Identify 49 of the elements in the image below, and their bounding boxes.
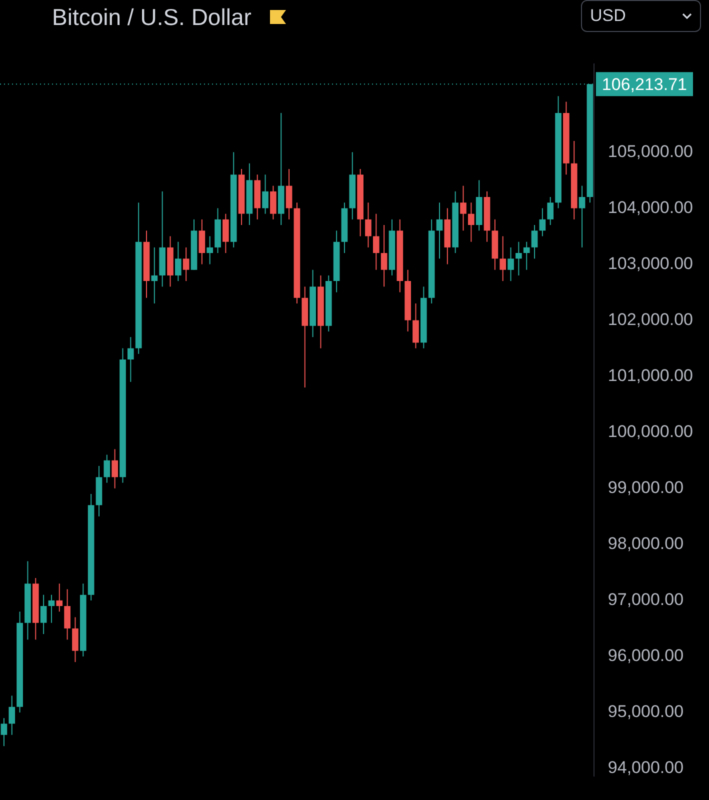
candlestick — [112, 448, 118, 489]
candlestick — [547, 196, 554, 226]
candlestick — [539, 208, 546, 237]
y-tick-label: 104,000.00 — [608, 198, 694, 217]
candlestick — [468, 202, 474, 242]
candlestick — [365, 202, 372, 248]
y-tick-label: 94,000.00 — [608, 758, 684, 778]
candlestick — [286, 168, 292, 220]
y-tick-label: 99,000.00 — [608, 478, 684, 498]
ref-line-label: 106,213.71 — [602, 74, 688, 94]
candlestick — [56, 583, 63, 612]
candlestick — [0, 718, 8, 747]
candlestick — [48, 594, 55, 624]
candlestick — [516, 241, 522, 276]
candlestick — [222, 213, 229, 254]
candlestick — [182, 246, 190, 282]
candlestick — [523, 241, 530, 270]
currency-dropdown: USD — [581, 0, 701, 32]
y-tick-label: 96,000.00 — [608, 646, 684, 666]
candlestick — [8, 695, 16, 736]
chart-title: Bitcoin / U.S. Dollar — [52, 3, 252, 32]
y-tick-label: 100,000.00 — [608, 422, 694, 442]
y-tick-label: 98,000.00 — [608, 534, 684, 554]
candlestick — [64, 588, 70, 640]
candlestick — [206, 236, 214, 265]
candlestick — [127, 336, 134, 382]
candlestick — [104, 454, 110, 484]
candlestick — [72, 616, 78, 663]
y-tick-label: 95,000.00 — [608, 702, 684, 722]
candlestick — [380, 224, 388, 288]
candlestick — [40, 594, 47, 635]
y-tick-label: 103,000.00 — [608, 254, 694, 273]
candlestick — [412, 302, 419, 349]
candlestick — [500, 236, 506, 282]
candlestick — [436, 202, 443, 260]
candlestick — [508, 246, 514, 282]
y-tick-label: 105,000.00 — [608, 142, 694, 161]
candlestick — [175, 241, 182, 282]
candlestick — [262, 174, 268, 214]
candlestick — [372, 213, 380, 270]
candlestick — [151, 246, 158, 304]
candlestick — [578, 185, 586, 248]
candlestick — [198, 218, 206, 265]
y-tick-label: 102,000.00 — [608, 310, 694, 329]
candlestick — [531, 224, 538, 260]
y-tick-label: 97,000.00 — [608, 590, 684, 610]
y-tick-label: 101,000.00 — [608, 366, 694, 385]
candlestick — [460, 185, 466, 232]
candlestick — [270, 185, 276, 220]
